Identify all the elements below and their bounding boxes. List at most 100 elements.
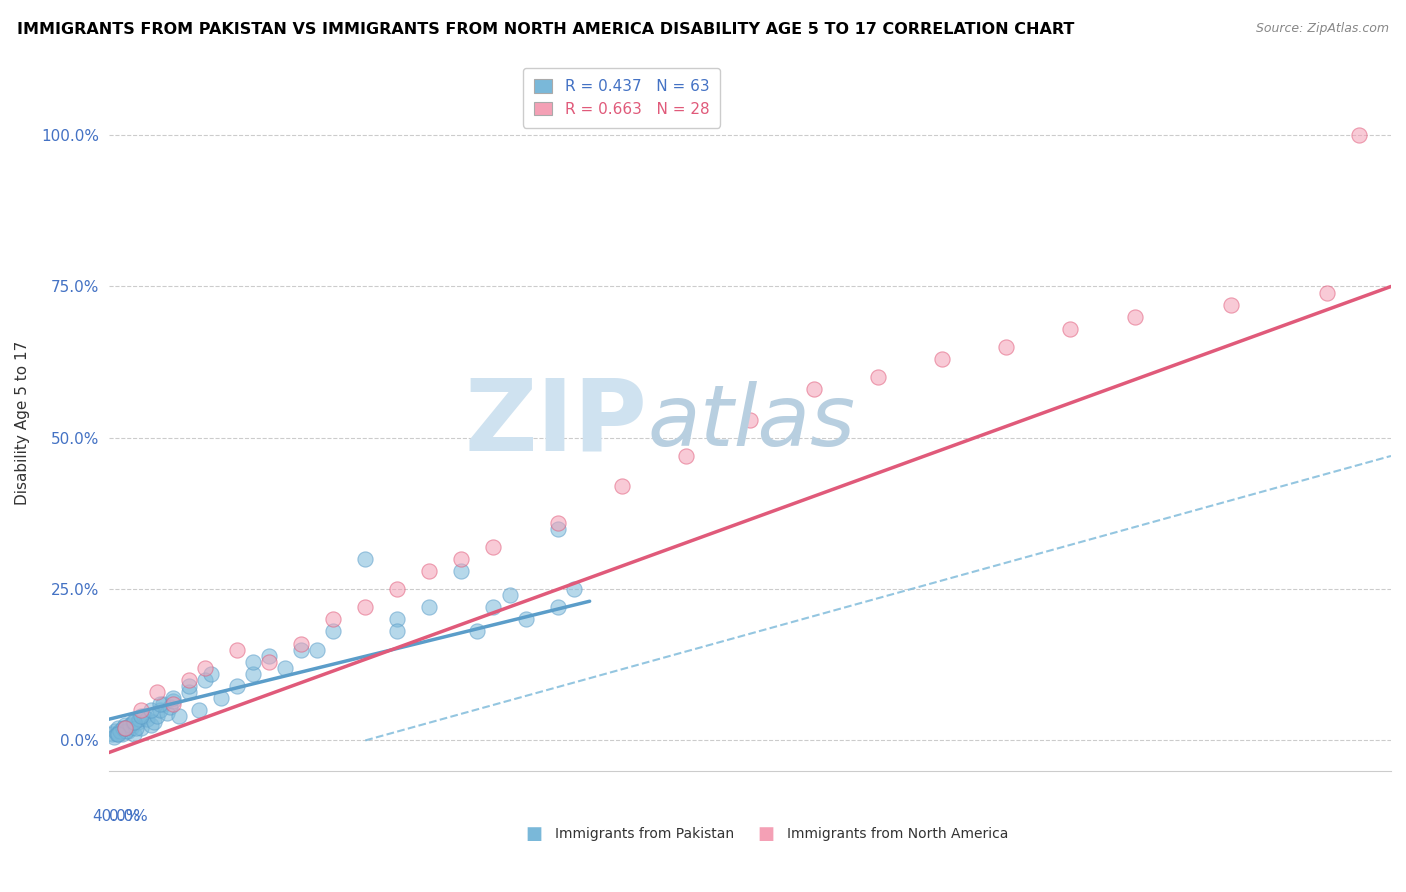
Legend: R = 0.437   N = 63, R = 0.663   N = 28: R = 0.437 N = 63, R = 0.663 N = 28 xyxy=(523,69,720,128)
Point xyxy=(103,731,125,745)
Point xyxy=(418,564,440,578)
Point xyxy=(995,340,1018,354)
Point xyxy=(101,727,124,741)
Point xyxy=(547,522,569,536)
Point xyxy=(1219,298,1241,312)
Point xyxy=(139,703,162,717)
Point xyxy=(868,370,890,384)
Point xyxy=(124,727,146,741)
Point xyxy=(162,694,184,708)
Point xyxy=(274,661,297,675)
Point xyxy=(307,642,329,657)
Point xyxy=(257,648,280,663)
Point xyxy=(152,697,174,711)
Point xyxy=(117,724,139,739)
Point xyxy=(194,661,217,675)
Point xyxy=(146,685,169,699)
Point xyxy=(129,722,152,736)
Point xyxy=(242,666,264,681)
Point xyxy=(200,666,222,681)
Point xyxy=(515,612,537,626)
Point xyxy=(129,709,152,723)
Point xyxy=(354,600,377,615)
Text: 40.0%: 40.0% xyxy=(93,809,141,824)
Text: ■: ■ xyxy=(526,825,543,843)
Point xyxy=(467,624,489,639)
Point xyxy=(149,697,172,711)
Point xyxy=(139,718,162,732)
Point xyxy=(226,642,249,657)
Point xyxy=(120,722,142,736)
Point xyxy=(105,727,128,741)
Point xyxy=(159,700,181,714)
Point xyxy=(118,718,141,732)
Point xyxy=(107,727,129,741)
Point xyxy=(322,624,344,639)
Point xyxy=(129,703,152,717)
Point xyxy=(146,709,169,723)
Point xyxy=(114,722,136,736)
Point xyxy=(114,722,136,736)
Point xyxy=(675,449,697,463)
Point xyxy=(177,679,200,693)
Point xyxy=(115,724,138,739)
Point xyxy=(177,673,200,687)
Point xyxy=(322,612,344,626)
Point xyxy=(187,703,209,717)
Point xyxy=(610,479,633,493)
Point xyxy=(1123,310,1146,324)
Point xyxy=(155,706,177,721)
Point xyxy=(162,691,184,706)
Point xyxy=(177,685,200,699)
Text: 0.0%: 0.0% xyxy=(108,809,148,824)
Point xyxy=(124,715,146,730)
Point xyxy=(108,724,131,739)
Text: Immigrants from Pakistan: Immigrants from Pakistan xyxy=(555,827,734,841)
Point xyxy=(387,612,409,626)
Point xyxy=(803,383,825,397)
Point xyxy=(562,582,585,596)
Point xyxy=(387,624,409,639)
Point xyxy=(354,552,377,566)
Text: IMMIGRANTS FROM PAKISTAN VS IMMIGRANTS FROM NORTH AMERICA DISABILITY AGE 5 TO 17: IMMIGRANTS FROM PAKISTAN VS IMMIGRANTS F… xyxy=(17,22,1074,37)
Point xyxy=(1059,322,1081,336)
Point xyxy=(547,516,569,530)
Text: Immigrants from North America: Immigrants from North America xyxy=(787,827,1008,841)
Point xyxy=(482,540,505,554)
Point xyxy=(142,715,165,730)
Point xyxy=(107,722,129,736)
Point xyxy=(482,600,505,615)
Point xyxy=(114,718,136,732)
Point xyxy=(547,600,569,615)
Point xyxy=(290,637,312,651)
Point xyxy=(257,655,280,669)
Point xyxy=(418,600,440,615)
Point xyxy=(290,642,312,657)
Point xyxy=(450,564,472,578)
Point xyxy=(450,552,472,566)
Point xyxy=(111,727,134,741)
Text: ■: ■ xyxy=(758,825,775,843)
Text: ZIP: ZIP xyxy=(464,374,647,471)
Point xyxy=(127,715,149,730)
Point xyxy=(498,588,520,602)
Point xyxy=(209,691,232,706)
Point xyxy=(1348,128,1371,143)
Point xyxy=(194,673,217,687)
Point xyxy=(738,412,761,426)
Point xyxy=(104,724,127,739)
Point xyxy=(387,582,409,596)
Point xyxy=(149,703,172,717)
Point xyxy=(1316,285,1339,300)
Point xyxy=(169,709,191,723)
Point xyxy=(112,722,135,736)
Point xyxy=(122,715,145,730)
Point xyxy=(136,712,159,726)
Text: Source: ZipAtlas.com: Source: ZipAtlas.com xyxy=(1256,22,1389,36)
Y-axis label: Disability Age 5 to 17: Disability Age 5 to 17 xyxy=(15,341,30,505)
Point xyxy=(162,697,184,711)
Point xyxy=(125,722,148,736)
Point xyxy=(242,655,264,669)
Point xyxy=(226,679,249,693)
Point xyxy=(931,352,953,367)
